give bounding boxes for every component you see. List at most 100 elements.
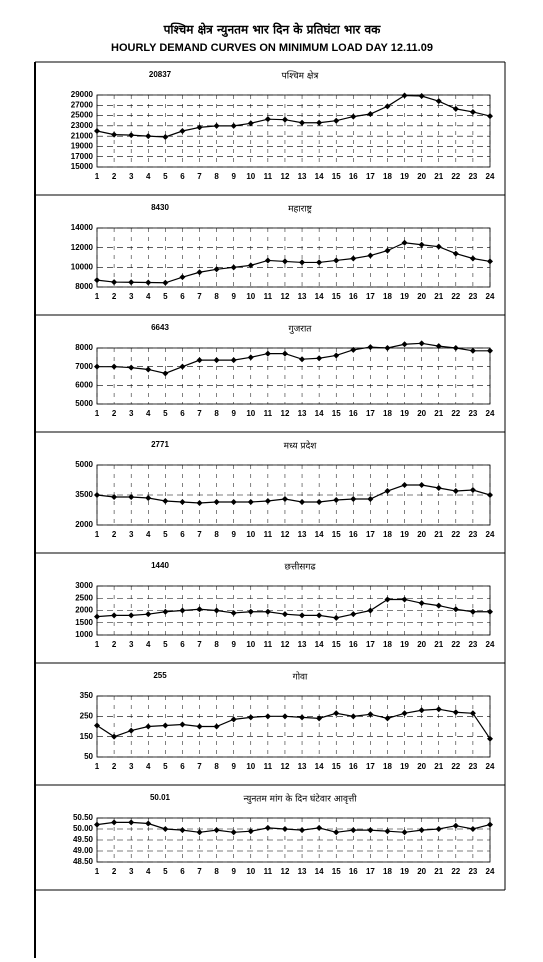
marker: [213, 723, 220, 730]
marker: [145, 723, 152, 730]
chart-title: छत्तीसगढ: [284, 561, 316, 573]
x-tick-label: 4: [146, 530, 151, 539]
x-tick-label: 11: [264, 640, 273, 649]
x-tick-label: 12: [281, 292, 290, 301]
marker: [111, 819, 118, 826]
marker: [384, 596, 391, 603]
y-tick-label: 15000: [71, 162, 94, 171]
x-tick-label: 21: [434, 292, 443, 301]
marker: [230, 122, 237, 129]
x-tick-label: 7: [197, 867, 202, 876]
marker: [196, 829, 203, 836]
marker: [316, 119, 323, 126]
x-tick-label: 2: [112, 762, 117, 771]
x-tick-label: 1: [95, 292, 100, 301]
x-tick-label: 15: [332, 292, 341, 301]
marker: [128, 494, 135, 500]
x-tick-label: 24: [486, 867, 495, 876]
marker: [452, 488, 459, 494]
x-tick-label: 23: [468, 409, 477, 418]
y-tick-label: 2500: [75, 593, 93, 602]
x-tick-label: 14: [315, 292, 324, 301]
x-tick-label: 17: [366, 409, 375, 418]
marker: [213, 827, 220, 834]
x-tick-label: 16: [349, 409, 358, 418]
marker: [316, 824, 323, 831]
x-tick-label: 16: [349, 292, 358, 301]
x-tick-label: 6: [180, 172, 185, 181]
x-tick-label: 24: [486, 292, 495, 301]
marker: [230, 829, 237, 836]
marker: [469, 347, 476, 354]
marker: [350, 713, 357, 720]
marker: [418, 707, 425, 714]
marker: [487, 821, 493, 828]
x-tick-label: 10: [246, 762, 255, 771]
annotation: 20837: [149, 70, 172, 79]
x-tick-label: 1: [95, 762, 100, 771]
marker: [435, 826, 442, 832]
marker: [145, 133, 152, 140]
marker: [350, 496, 357, 502]
marker: [247, 608, 254, 615]
marker: [213, 122, 220, 129]
x-tick-label: 21: [434, 172, 443, 181]
x-tick-label: 23: [468, 640, 477, 649]
x-tick-label: 5: [163, 530, 168, 539]
x-tick-label: 6: [180, 530, 185, 539]
marker: [128, 364, 135, 371]
marker: [162, 608, 169, 615]
x-tick-label: 22: [451, 292, 460, 301]
x-tick-label: 18: [383, 409, 392, 418]
line: [96, 821, 491, 833]
x-tick-label: 10: [246, 409, 255, 418]
y-tick-label: 48.50: [73, 857, 94, 866]
marker: [281, 826, 288, 832]
marker: [299, 119, 306, 126]
marker: [435, 602, 442, 609]
marker: [487, 735, 493, 742]
marker: [162, 826, 169, 832]
marker: [179, 274, 186, 281]
marker: [128, 727, 135, 734]
marker: [384, 828, 391, 835]
title-english: HOURLY DEMAND CURVES ON MINIMUM LOAD DAY…: [111, 42, 433, 54]
x-tick-label: 6: [180, 409, 185, 418]
x-tick-label: 7: [197, 292, 202, 301]
marker: [264, 350, 271, 357]
marker: [128, 132, 135, 139]
x-tick-label: 9: [231, 292, 236, 301]
y-tick-label: 29000: [71, 90, 94, 99]
marker: [213, 499, 220, 505]
x-tick-label: 9: [231, 762, 236, 771]
marker: [196, 357, 203, 364]
x-tick-label: 18: [383, 867, 392, 876]
x-tick-label: 20: [417, 867, 426, 876]
y-tick-label: 8000: [75, 282, 93, 291]
marker: [94, 277, 100, 284]
x-tick-label: 3: [129, 530, 134, 539]
x-tick-label: 4: [146, 762, 151, 771]
annotation: 2771: [151, 440, 169, 449]
marker: [487, 258, 493, 265]
marker: [213, 607, 220, 614]
marker: [128, 819, 135, 826]
marker: [299, 356, 306, 363]
y-tick-label: 19000: [71, 142, 94, 151]
marker: [333, 829, 340, 836]
x-tick-label: 16: [349, 530, 358, 539]
chart-title: गुजरात: [289, 325, 313, 335]
marker: [367, 607, 374, 614]
x-tick-label: 19: [400, 292, 409, 301]
marker: [333, 614, 340, 621]
y-tick-label: 3000: [75, 581, 93, 590]
x-tick-label: 15: [332, 762, 341, 771]
marker: [367, 344, 374, 351]
x-tick-label: 19: [400, 172, 409, 181]
x-tick-label: 15: [332, 409, 341, 418]
marker: [281, 611, 288, 618]
marker: [452, 709, 459, 716]
x-tick-label: 16: [349, 762, 358, 771]
marker: [128, 612, 135, 619]
